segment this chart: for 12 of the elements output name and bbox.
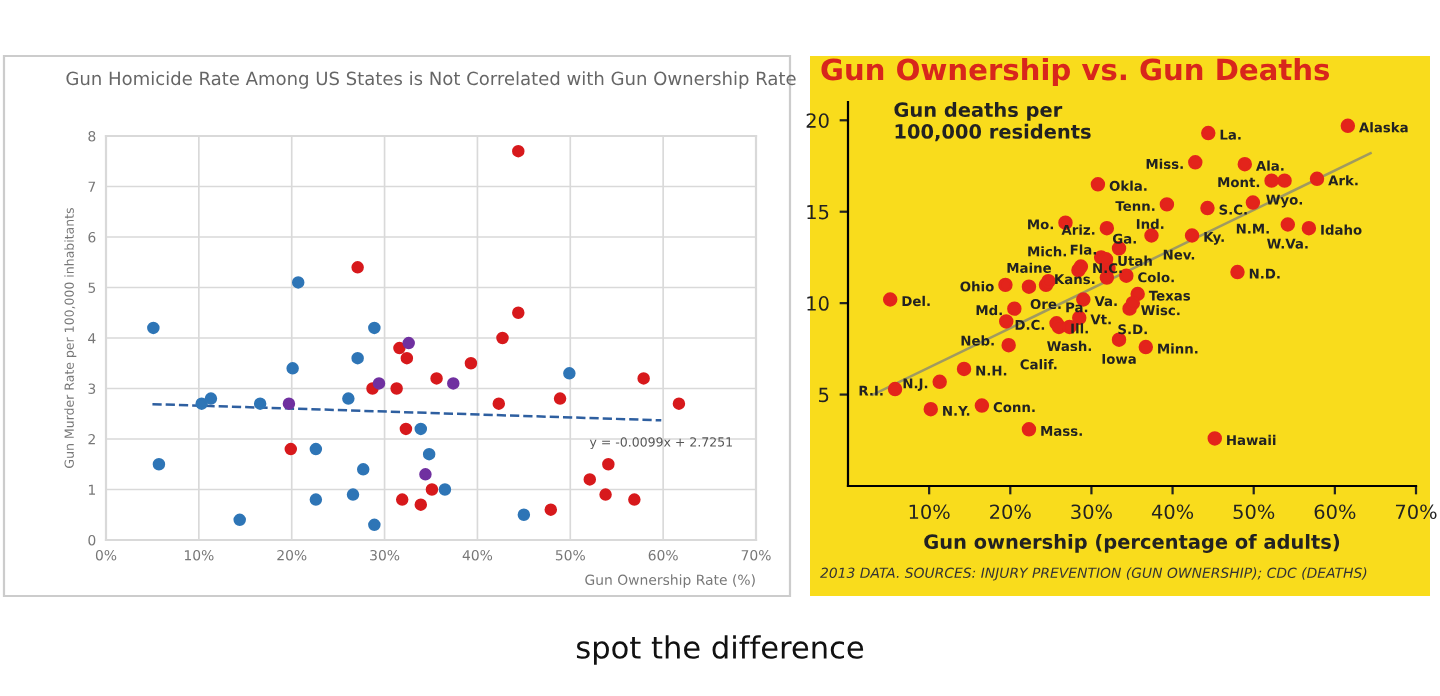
y-tick-label: 5 xyxy=(819,387,829,403)
chart-title: Gun Homicide Rate Among US States is Not Correlated with Gun Ownership Rate xyxy=(66,71,796,89)
x-tick-label: 60% xyxy=(1314,504,1356,520)
y-axis-title: Gun deaths per 100,000 residents xyxy=(894,102,1091,142)
x-tick-label: 30% xyxy=(1071,504,1112,520)
x-tick-label: 50% xyxy=(1233,504,1275,520)
x-axis-title: Gun ownership (percentage of adults) xyxy=(924,533,1340,553)
x-tick-label: 20% xyxy=(990,504,1031,520)
chart-title: Gun Ownership vs. Gun Deaths xyxy=(821,57,1330,87)
x-tick-label: 10% xyxy=(909,504,950,520)
x-tick-label: 40% xyxy=(1151,504,1194,520)
text: spot the difference xyxy=(576,635,864,665)
